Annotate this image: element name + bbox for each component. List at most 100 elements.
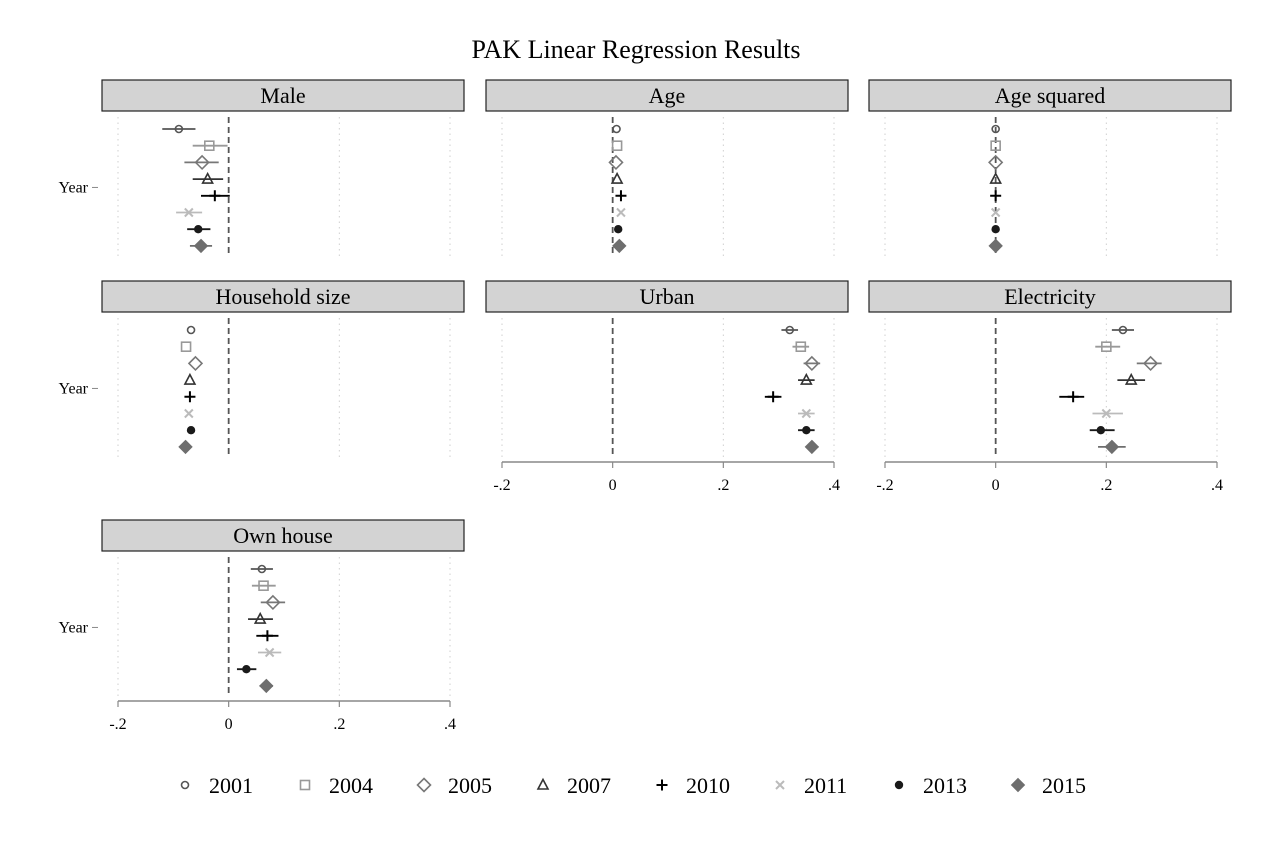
legend: 2001 2004 2005 2007 2010 2011 2013 2015 — [180, 773, 1086, 798]
point-2011 — [184, 408, 194, 419]
point-2001 — [1118, 325, 1128, 335]
panel-male: Male Year — [59, 79, 465, 256]
point-2010 — [184, 391, 196, 403]
point-2004 — [1101, 341, 1112, 353]
point-2015 — [988, 238, 1003, 254]
point-2004 — [258, 580, 269, 592]
x-tick-label: 0 — [225, 716, 233, 733]
point-2005 — [988, 154, 1004, 171]
point-2015 — [178, 439, 193, 455]
point-2001 — [186, 325, 196, 335]
point-2011 — [990, 207, 1001, 218]
legend-item-2007: 2007 — [536, 773, 611, 798]
legend-item-2013: 2013 — [894, 773, 967, 798]
x-tick-label: .2 — [1100, 477, 1112, 494]
panel-title: Age squared — [995, 83, 1106, 108]
legend-marker-2001 — [180, 780, 190, 790]
point-2007 — [610, 171, 624, 184]
legend-marker-2013 — [894, 780, 904, 790]
point-2004 — [180, 341, 192, 353]
legend-label: 2001 — [209, 773, 253, 798]
panel-household-size: Household size Year — [59, 280, 465, 457]
panel-title: Household size — [215, 284, 350, 309]
legend-label: 2013 — [923, 773, 967, 798]
point-2010 — [990, 190, 1002, 202]
point-2013 — [802, 426, 811, 435]
point-2005 — [194, 154, 210, 171]
point-2004 — [990, 140, 1001, 151]
panel-age-squared: Age squared — [868, 79, 1232, 256]
point-2004 — [204, 140, 215, 151]
legend-marker-2004 — [299, 779, 311, 791]
legend-marker-2010 — [656, 779, 668, 791]
point-2013 — [991, 225, 1000, 234]
point-2010 — [1067, 391, 1079, 403]
legend-marker-2011 — [775, 780, 785, 790]
point-2010 — [209, 190, 221, 202]
panels-group: Male Year Age Age squared Household size Year… — [59, 79, 1232, 733]
legend-item-2001: 2001 — [180, 773, 253, 798]
point-2015 — [259, 678, 274, 694]
legend-item-2004: 2004 — [299, 773, 373, 798]
point-2001 — [257, 564, 267, 574]
point-2005 — [1142, 355, 1159, 372]
x-tick-label: -.2 — [876, 477, 893, 494]
point-2011 — [616, 207, 626, 218]
y-category-label: Year — [59, 179, 89, 196]
point-2015 — [193, 238, 209, 254]
point-2015 — [1104, 439, 1120, 455]
point-2004 — [611, 140, 623, 151]
point-2007 — [201, 171, 214, 184]
y-category-label: Year — [59, 380, 89, 397]
x-tick-label: -.2 — [493, 477, 510, 494]
x-tick-label: .2 — [717, 477, 729, 494]
panel-header — [101, 79, 465, 112]
point-2011 — [1101, 408, 1112, 419]
chart-title: PAK Linear Regression Results — [471, 35, 800, 64]
point-2011 — [801, 408, 812, 419]
x-tick-label: .4 — [1211, 477, 1223, 494]
panel-title: Age — [649, 83, 686, 108]
panel-header — [868, 79, 1232, 112]
legend-item-2011: 2011 — [775, 773, 847, 798]
panel-title: Own house — [233, 523, 333, 548]
panel-header — [101, 280, 465, 313]
point-2005 — [265, 594, 281, 611]
point-2007 — [1124, 372, 1138, 385]
panel-age: Age — [485, 79, 849, 256]
point-2015 — [612, 238, 627, 254]
point-2013 — [186, 426, 196, 435]
panel-urban: Urban -.2 0 .2 .4 — [485, 280, 849, 494]
point-2005 — [608, 154, 624, 171]
legend-item-2005: 2005 — [416, 773, 492, 798]
x-tick-label: .4 — [828, 477, 840, 494]
point-2005 — [804, 355, 820, 372]
x-tick-label: 0 — [609, 477, 617, 494]
point-2005 — [187, 355, 204, 372]
point-2007 — [989, 171, 1002, 184]
x-tick-label: .4 — [444, 716, 456, 733]
panel-own-house: Own house Year -.2 0 .2 .4 — [59, 519, 465, 733]
point-2013 — [194, 225, 203, 234]
y-category-label: Year — [59, 619, 89, 636]
legend-label: 2011 — [804, 773, 847, 798]
point-2010 — [261, 630, 273, 642]
x-tick-label: 0 — [992, 477, 1000, 494]
point-2001 — [174, 124, 184, 134]
legend-marker-2015 — [1010, 777, 1026, 793]
x-tick-label: .2 — [333, 716, 345, 733]
point-2001 — [612, 124, 621, 134]
legend-label: 2005 — [448, 773, 492, 798]
legend-label: 2004 — [329, 773, 373, 798]
panel-electricity: Electricity -.2 0 .2 .4 — [868, 280, 1232, 494]
legend-item-2010: 2010 — [656, 773, 730, 798]
point-2010 — [767, 391, 779, 403]
point-2013 — [1096, 426, 1106, 435]
panel-title: Male — [260, 83, 305, 108]
legend-marker-2005 — [416, 777, 432, 793]
panel-header — [868, 280, 1232, 313]
point-2001 — [785, 325, 795, 335]
point-2011 — [264, 647, 275, 658]
